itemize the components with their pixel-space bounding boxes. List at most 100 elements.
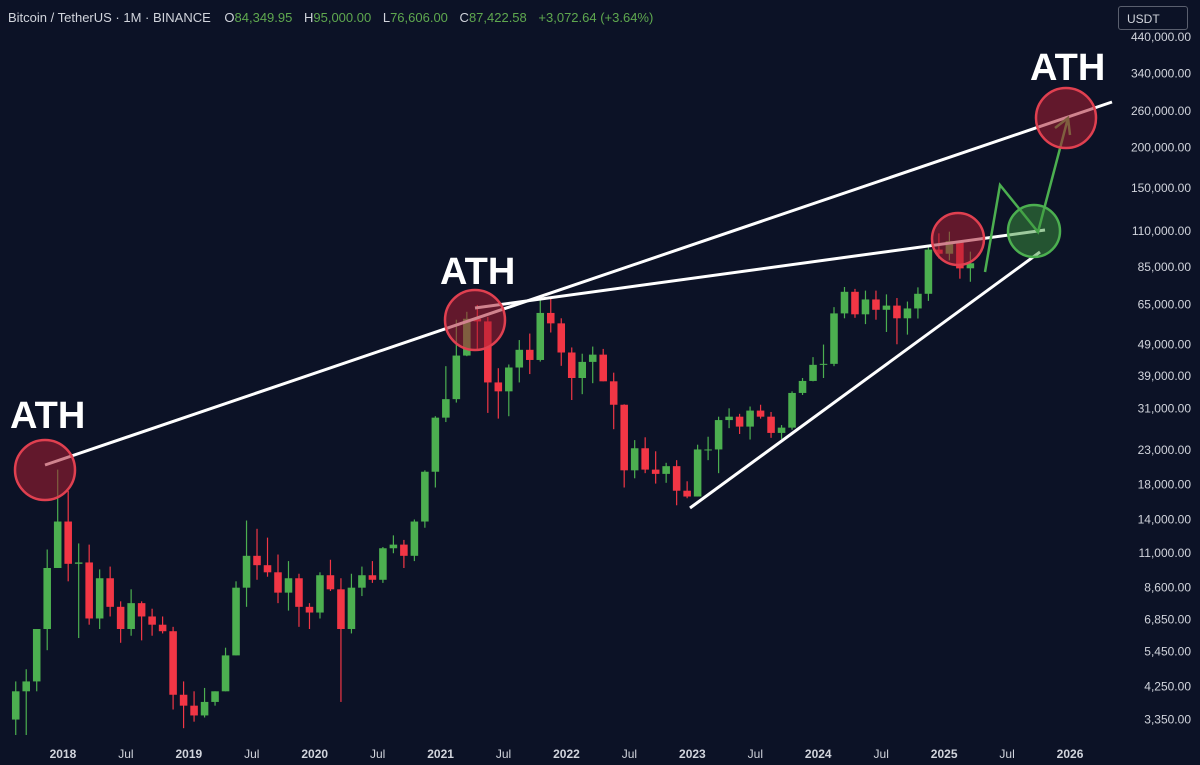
candle-2017-08[interactable] [11, 681, 20, 735]
candle-2018-09[interactable] [148, 608, 156, 636]
y-tick-label: 440,000.00 [1131, 30, 1191, 44]
candle-2018-10[interactable] [158, 616, 167, 634]
candle-2018-03[interactable] [85, 544, 93, 625]
candle-2022-11[interactable] [672, 460, 681, 506]
candle-2018-05[interactable] [106, 566, 114, 617]
lower-trendline[interactable] [689, 250, 1041, 510]
currency-button[interactable]: USDT [1118, 6, 1188, 30]
candle-2020-10[interactable] [410, 519, 419, 562]
candle-2023-03[interactable] [714, 416, 723, 474]
candle-2023-08[interactable] [767, 411, 775, 438]
candle-2020-03[interactable] [337, 578, 345, 702]
candle-2024-02[interactable] [830, 307, 838, 367]
candle-2020-09[interactable] [400, 539, 408, 568]
candle-2024-11[interactable] [924, 244, 933, 301]
candle-2020-06[interactable] [368, 561, 377, 583]
candle-2024-10[interactable] [914, 287, 922, 319]
candle-2018-02[interactable] [74, 543, 83, 639]
candle-2019-12[interactable] [305, 603, 314, 630]
candle-2018-12[interactable] [179, 681, 188, 729]
candle-2020-02[interactable] [326, 559, 335, 591]
x-axis[interactable]: 2018 Jul 2019 Jul 2020 Jul 2021 Jul 2022 Jul 2023 J… [50, 747, 1084, 761]
candle-2023-09[interactable] [777, 425, 786, 439]
candle-2019-02[interactable] [200, 687, 209, 718]
candle-2022-04[interactable] [599, 348, 607, 382]
candle-2019-04[interactable] [221, 647, 230, 692]
candle-2017-09[interactable] [22, 669, 31, 735]
symbol-title[interactable]: Bitcoin / TetherUS · 1M · BINANCE [8, 10, 211, 25]
candle-2020-08[interactable] [389, 535, 398, 554]
candle-2019-09[interactable] [274, 554, 282, 604]
candle-2020-11[interactable] [421, 470, 429, 528]
candle-2022-08[interactable] [641, 437, 649, 474]
candle-2023-10[interactable] [788, 391, 796, 430]
candle-2024-06[interactable] [872, 290, 880, 320]
candle-2019-05[interactable] [232, 581, 240, 656]
candle-2018-04[interactable] [95, 569, 104, 630]
candle-2022-12[interactable] [683, 481, 691, 499]
ath-circle-2021[interactable] [443, 288, 507, 352]
candle-2020-01[interactable] [316, 572, 324, 619]
candle-2022-01[interactable] [567, 347, 576, 400]
candle-2020-05[interactable] [358, 566, 366, 597]
candle-2019-03[interactable] [211, 691, 219, 706]
target-circle[interactable] [1006, 203, 1062, 259]
candle-2017-11[interactable] [43, 549, 51, 651]
candle-2019-11[interactable] [295, 573, 303, 627]
ath-circle-2024[interactable] [930, 211, 986, 267]
candle-2022-10[interactable] [662, 462, 670, 483]
candle-body [106, 578, 114, 607]
candle-2017-10[interactable] [32, 629, 41, 692]
y-tick-label: 11,000.00 [1139, 546, 1192, 560]
candle-2024-07[interactable] [882, 294, 891, 332]
candle-2023-12[interactable] [809, 357, 817, 382]
candle-2018-07[interactable] [127, 589, 135, 636]
candle-2021-08[interactable] [515, 340, 524, 383]
y-axis[interactable]: 440,000.00 340,000.00 260,000.00 200,000.00… [1131, 30, 1191, 726]
candle-2024-01[interactable] [819, 344, 828, 379]
candle-2023-04[interactable] [725, 408, 733, 429]
candle-2022-02[interactable] [578, 353, 587, 395]
upper-trendline[interactable] [44, 100, 1113, 467]
candle-2022-06[interactable] [620, 404, 628, 488]
candle-2024-03[interactable] [840, 286, 849, 319]
candle-2019-08[interactable] [263, 537, 272, 577]
candle-2024-08[interactable] [893, 298, 901, 345]
candle-2022-03[interactable] [588, 346, 597, 384]
candle-2021-09[interactable] [525, 333, 534, 375]
candle-2019-06[interactable] [242, 520, 251, 607]
ath-circle-target[interactable] [1034, 86, 1098, 150]
ath-circle-2017[interactable] [13, 438, 77, 502]
candle-2023-02[interactable] [704, 436, 712, 461]
candle-body [190, 705, 198, 716]
candle-2021-10[interactable] [536, 300, 545, 362]
candle-2018-06[interactable] [116, 601, 125, 643]
candle-2024-09[interactable] [903, 301, 912, 335]
candle-2023-11[interactable] [798, 378, 807, 395]
candle-2019-07[interactable] [253, 528, 261, 580]
candle-2023-06[interactable] [746, 406, 754, 440]
candle-2023-01[interactable] [693, 444, 702, 497]
candle-2020-12[interactable] [431, 416, 440, 488]
candle-2020-04[interactable] [347, 573, 356, 634]
candle-2018-11[interactable] [169, 626, 177, 710]
candle-2018-08[interactable] [137, 601, 146, 641]
candle-2022-05[interactable] [609, 372, 618, 430]
candle-2022-09[interactable] [651, 451, 660, 484]
candle-2019-01[interactable] [190, 691, 198, 722]
candle-2021-01[interactable] [442, 366, 450, 423]
candle-2021-07[interactable] [505, 364, 513, 417]
candle-2018-01[interactable] [64, 490, 72, 582]
candle-2020-07[interactable] [379, 547, 387, 583]
candle-body [536, 312, 545, 360]
candle-2024-04[interactable] [851, 288, 859, 318]
candle-2021-12[interactable] [557, 318, 566, 366]
candle-2023-07[interactable] [756, 404, 765, 419]
candle-2021-06[interactable] [494, 368, 503, 419]
candle-2022-07[interactable] [630, 440, 639, 479]
candle-2021-11[interactable] [546, 296, 555, 333]
candle-2019-10[interactable] [284, 561, 293, 611]
candle-2023-05[interactable] [735, 413, 744, 434]
candle-2024-05[interactable] [861, 290, 870, 325]
